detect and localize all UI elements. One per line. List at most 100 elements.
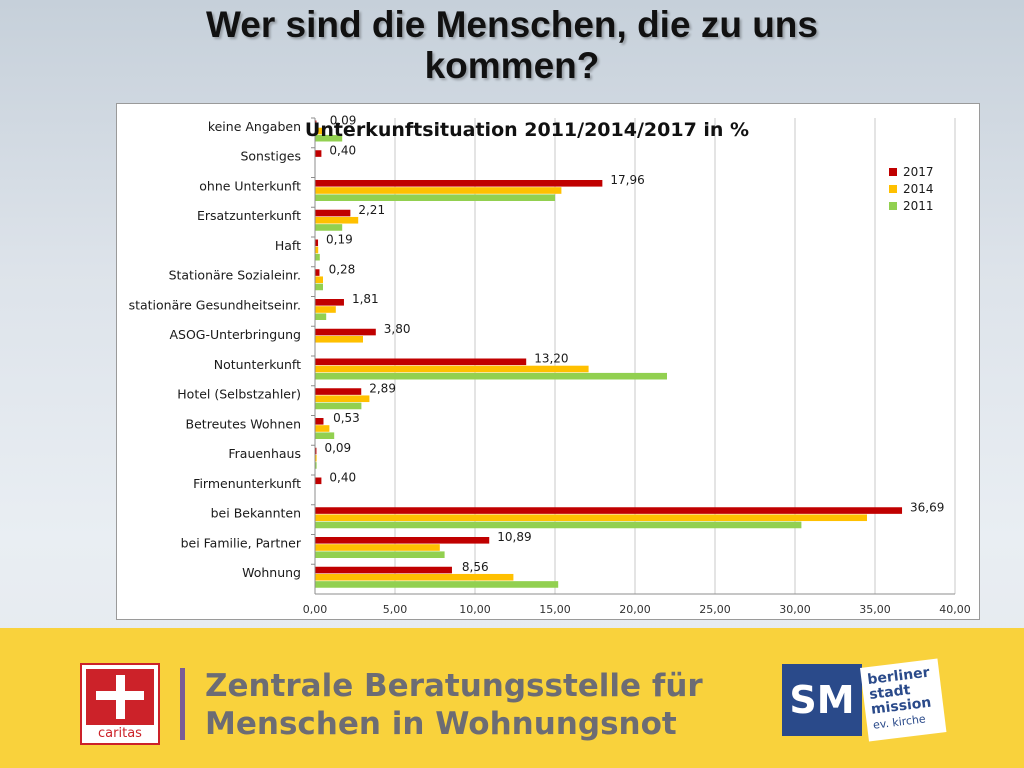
caritas-cross-icon <box>86 669 154 725</box>
bar-2014 <box>315 514 867 522</box>
bar-2011 <box>315 551 445 558</box>
bar-2017 <box>315 537 490 544</box>
bar-2014 <box>315 127 325 135</box>
x-tick-label: 10,00 <box>459 603 491 616</box>
x-tick-label: 5,00 <box>383 603 408 616</box>
chart-title: Unterkunftsituation 2011/2014/2017 in % <box>305 119 749 141</box>
data-label: 36,69 <box>910 500 944 514</box>
bar-2017 <box>315 477 322 485</box>
data-label: 0,40 <box>329 143 356 157</box>
bar-2014 <box>315 365 589 373</box>
sm-mark: SM <box>782 664 862 736</box>
bar-2014 <box>315 276 323 284</box>
category-label: Stationäre Sozialeinr. <box>169 268 301 283</box>
bar-2011 <box>315 134 343 142</box>
bar-2017 <box>315 299 344 306</box>
bar-2017 <box>315 447 317 455</box>
legend: 2017 2014 2011 <box>889 165 934 213</box>
x-tick-label: 20,00 <box>619 603 651 616</box>
category-label: ASOG-Unterbringung <box>169 327 301 342</box>
legend-swatch-2014 <box>889 185 897 193</box>
data-label: 0,40 <box>329 471 356 485</box>
bar-2011 <box>315 402 362 410</box>
category-label: keine Angaben <box>208 119 301 134</box>
bar-2017 <box>315 507 903 514</box>
category-label: Firmenunterkunft <box>193 476 301 491</box>
x-tick-label: 25,00 <box>699 603 731 616</box>
category-label: Betreutes Wohnen <box>186 416 301 431</box>
bar-2017 <box>315 239 319 247</box>
data-label: 0,09 <box>324 441 351 455</box>
bar-2017 <box>315 358 527 366</box>
category-label: Hotel (Selbstzahler) <box>177 387 301 402</box>
category-label: stationäre Gesundheitseinr. <box>129 297 301 312</box>
data-label: 2,21 <box>358 203 385 217</box>
legend-label-2017: 2017 <box>903 165 934 179</box>
bar-2017 <box>315 566 452 574</box>
footer-title-line-1: Zentrale Beratungsstelle für <box>205 668 703 704</box>
bar-2011 <box>315 432 335 439</box>
category-label: Notunterkunft <box>214 357 301 372</box>
footer-title-line-2: Menschen in Wohnungsnot <box>205 706 677 742</box>
bar-2014 <box>315 544 440 551</box>
bar-chart: 0,00 5,00 10,00 15,00 20,00 25,00 30,00 35,00 40… <box>129 114 971 617</box>
data-labels: 0,09 0,40 17,96 2,21 0,19 0,28 1,81 3,80 13,20 2,… <box>324 114 944 574</box>
bar-2017 <box>315 328 376 336</box>
category-label: ohne Unterkunft <box>199 178 301 193</box>
category-label: Sonstiges <box>240 149 301 164</box>
data-label: 1,81 <box>352 292 379 306</box>
caritas-logo: caritas <box>80 663 160 745</box>
caritas-wordmark: caritas <box>98 726 142 741</box>
bar-2017 <box>315 150 322 157</box>
bar-2011 <box>315 224 343 231</box>
bar-2014 <box>315 395 370 403</box>
data-label: 10,89 <box>497 530 531 544</box>
bar-2014 <box>315 425 330 432</box>
bar-2011 <box>315 283 323 291</box>
stadtmission-logo: SM berliner stadt mission ev. kirche <box>782 658 947 742</box>
bar-2011 <box>315 313 327 320</box>
bar-2017 <box>315 388 362 395</box>
bar-2014 <box>315 216 359 224</box>
bar-2011 <box>315 372 667 380</box>
data-label: 8,56 <box>462 560 489 574</box>
bar-2011 <box>315 462 317 469</box>
category-label: Wohnung <box>242 565 301 580</box>
data-label: 0,19 <box>326 233 353 247</box>
bar-2014 <box>315 454 317 462</box>
bar-2017 <box>315 180 603 187</box>
bar-2011 <box>315 253 320 261</box>
bar-2014 <box>315 246 319 254</box>
x-tick-label: 30,00 <box>779 603 811 616</box>
footer-banner: caritas Zentrale Beratungsstelle für Men… <box>0 628 1024 768</box>
bar-2017 <box>315 120 317 128</box>
bar-2011 <box>315 581 559 588</box>
category-label: bei Familie, Partner <box>181 535 302 550</box>
x-tick-label: 0,00 <box>303 603 328 616</box>
bar-2017 <box>315 209 351 217</box>
slide-title-line-2: kommen? <box>424 45 600 86</box>
category-label: bei Bekannten <box>211 506 301 521</box>
legend-swatch-2011 <box>889 202 897 210</box>
data-label: 13,20 <box>534 352 568 366</box>
x-tick-label: 35,00 <box>859 603 891 616</box>
bars <box>315 120 903 588</box>
chart-frame: 0,00 5,00 10,00 15,00 20,00 25,00 30,00 35,00 40… <box>116 103 980 620</box>
bar-2011 <box>315 521 802 529</box>
bar-2014 <box>315 306 336 313</box>
x-tick-label: 40,00 <box>939 603 971 616</box>
bar-2011 <box>315 194 555 201</box>
data-label: 0,09 <box>330 114 357 128</box>
category-label: Haft <box>275 238 301 253</box>
footer-divider <box>180 668 185 740</box>
slide-title: Wer sind die Menschen, die zu uns kommen… <box>0 4 1024 86</box>
bar-2014 <box>315 335 363 343</box>
legend-swatch-2017 <box>889 168 897 176</box>
data-label: 17,96 <box>610 173 644 187</box>
sm-wordmark: berliner stadt mission ev. kirche <box>860 658 947 742</box>
bar-2014 <box>315 187 562 194</box>
category-label: Frauenhaus <box>228 446 301 461</box>
data-label: 3,80 <box>384 322 411 336</box>
legend-label-2014: 2014 <box>903 182 934 196</box>
data-label: 0,28 <box>329 262 356 276</box>
